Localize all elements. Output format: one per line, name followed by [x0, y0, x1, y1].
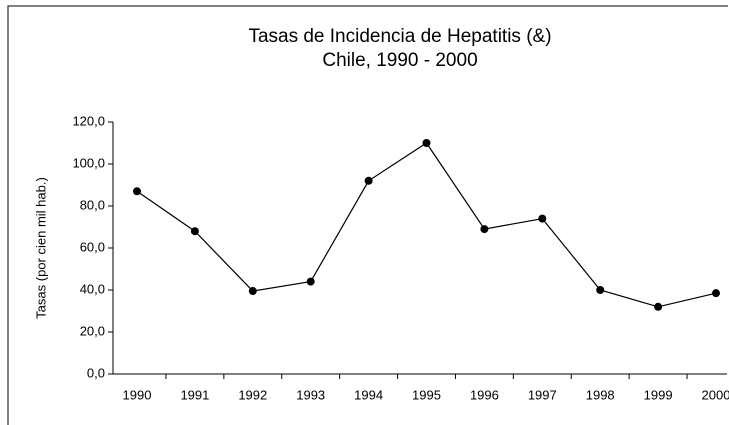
chart-subtitle: Chile, 1990 - 2000 — [322, 50, 477, 71]
frame — [7, 5, 728, 425]
x-tick-label: 1995 — [412, 387, 441, 402]
y-axis-label: Tasas (por cien mil hab.) — [33, 177, 48, 319]
data-point — [190, 227, 199, 236]
y-tick-label: 20,0 — [80, 323, 105, 338]
y-tick-label: 120,0 — [72, 113, 105, 128]
chart-title: Tasas de Incidencia de Hepatitis (&) — [248, 26, 551, 47]
series-line — [136, 142, 717, 308]
data-point — [712, 289, 720, 298]
x-tick-label: 1999 — [644, 387, 673, 402]
data-point — [364, 176, 373, 185]
data-point — [654, 302, 663, 311]
y-tick-label: 60,0 — [80, 239, 105, 254]
x-tick-label: 1997 — [528, 387, 557, 402]
x-tick-label: 1991 — [180, 387, 209, 402]
data-point — [133, 187, 141, 196]
x-tick-label: 1993 — [296, 387, 325, 402]
x-tick-label: 1998 — [586, 387, 615, 402]
data-point — [248, 287, 257, 296]
data-point — [480, 225, 489, 234]
y-tick-label: 40,0 — [80, 281, 105, 296]
data-point — [596, 286, 605, 294]
data-point — [538, 214, 547, 223]
x-tick-label: 1990 — [123, 387, 152, 402]
x-tick-label: 1992 — [238, 387, 267, 402]
x-tick-label: 1996 — [470, 387, 499, 402]
data-point — [306, 277, 315, 286]
y-tick-label: 100,0 — [72, 155, 105, 170]
y-tick-label: 80,0 — [80, 197, 105, 212]
y-tick-label: 0,0 — [87, 365, 105, 380]
data-point — [422, 139, 431, 147]
x-tick-label: 1994 — [354, 387, 383, 402]
x-tick-label: 2000 — [702, 387, 729, 402]
